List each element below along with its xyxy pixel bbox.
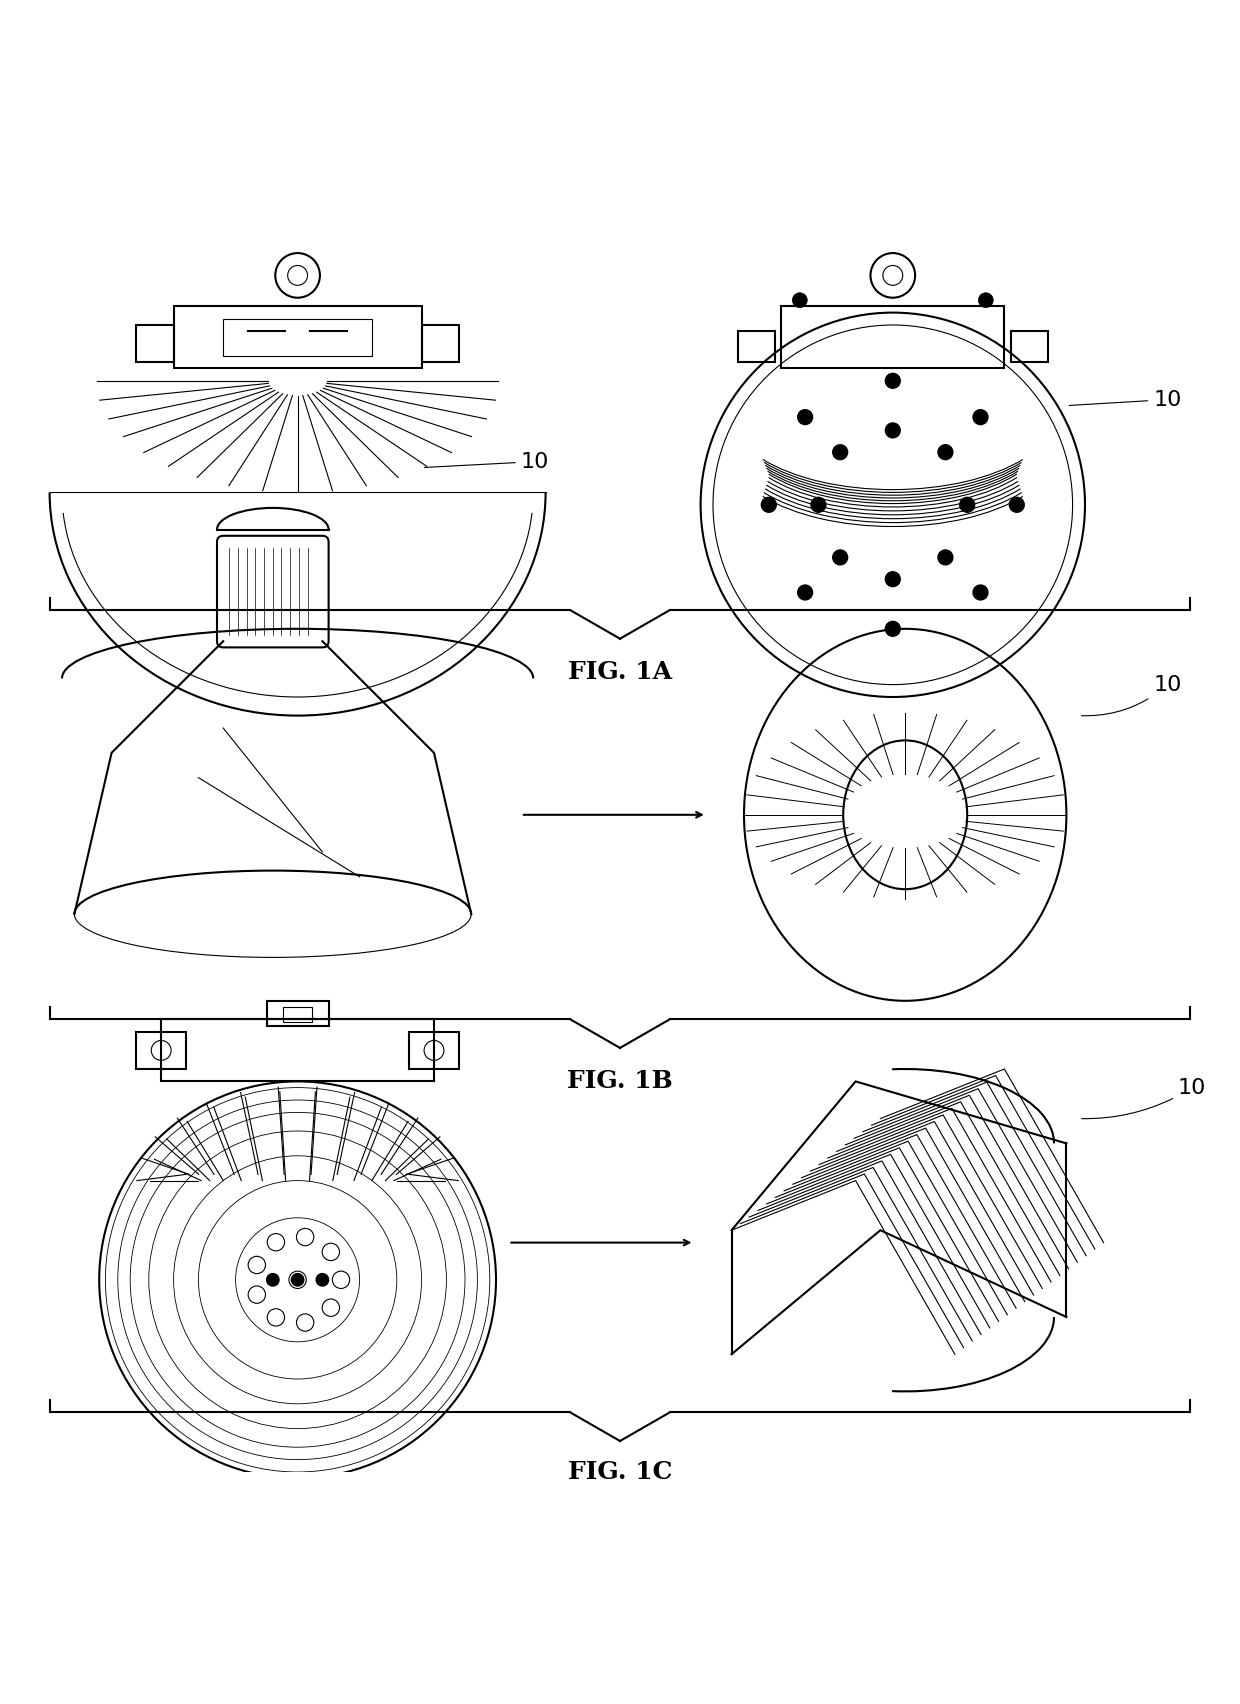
Circle shape bbox=[885, 573, 900, 586]
Text: FIG. 1A: FIG. 1A bbox=[568, 659, 672, 683]
Bar bbox=[136, 1033, 186, 1068]
Bar bbox=[223, 319, 372, 356]
Text: FIG. 1C: FIG. 1C bbox=[568, 1460, 672, 1484]
Circle shape bbox=[1009, 498, 1024, 513]
Bar bbox=[738, 331, 775, 363]
Circle shape bbox=[973, 584, 988, 600]
Bar bbox=[161, 1019, 434, 1082]
Bar bbox=[283, 1007, 312, 1022]
Circle shape bbox=[797, 409, 812, 424]
Circle shape bbox=[316, 1273, 329, 1287]
Text: 10: 10 bbox=[1081, 1079, 1207, 1120]
Bar bbox=[136, 325, 174, 363]
Circle shape bbox=[885, 622, 900, 636]
Circle shape bbox=[973, 409, 988, 424]
Circle shape bbox=[761, 498, 776, 513]
Text: 10: 10 bbox=[1069, 390, 1182, 409]
Circle shape bbox=[885, 423, 900, 438]
Circle shape bbox=[960, 498, 975, 513]
Circle shape bbox=[937, 445, 952, 460]
Bar bbox=[1011, 331, 1048, 363]
Bar bbox=[422, 325, 459, 363]
Circle shape bbox=[811, 498, 826, 513]
Circle shape bbox=[833, 550, 848, 564]
Circle shape bbox=[978, 293, 993, 308]
Bar bbox=[267, 1000, 329, 1026]
Circle shape bbox=[937, 550, 952, 564]
Text: 10: 10 bbox=[1081, 675, 1182, 716]
Circle shape bbox=[885, 373, 900, 389]
Text: 10: 10 bbox=[424, 452, 549, 472]
Circle shape bbox=[797, 584, 812, 600]
Circle shape bbox=[833, 445, 848, 460]
Text: FIG. 1B: FIG. 1B bbox=[567, 1068, 673, 1092]
Circle shape bbox=[291, 1273, 304, 1287]
Circle shape bbox=[792, 293, 807, 308]
Bar bbox=[409, 1033, 459, 1068]
Ellipse shape bbox=[843, 741, 967, 889]
Circle shape bbox=[267, 1273, 279, 1287]
